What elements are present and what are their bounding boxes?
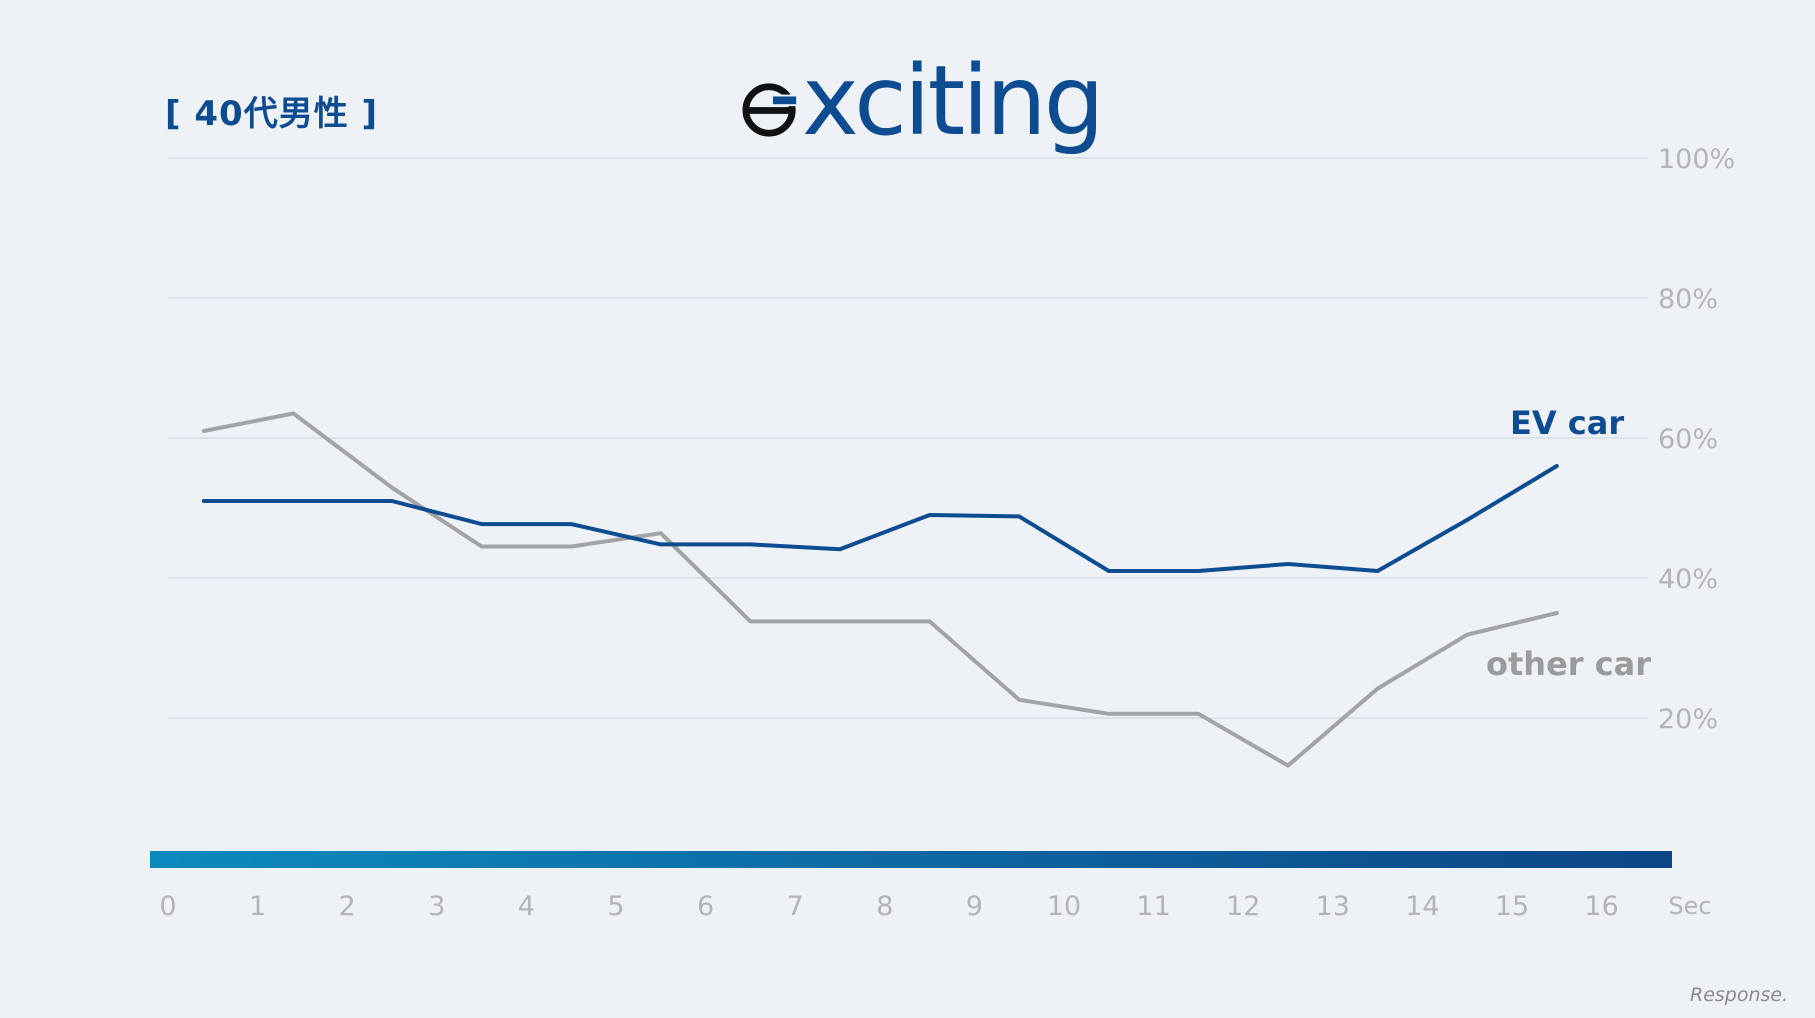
series-lines xyxy=(201,411,1559,768)
time-progress-bar xyxy=(150,851,1672,868)
x-tick-label: 9 xyxy=(966,891,983,922)
x-tick-label: 3 xyxy=(428,891,445,922)
e-mark-logo-icon xyxy=(742,83,799,137)
y-axis-tick-labels: 20% 40% 60% 80% 100% xyxy=(1658,144,1735,735)
x-tick-label: 0 xyxy=(159,891,176,922)
x-tick-label: 5 xyxy=(607,891,624,922)
series-label-other-car: other car xyxy=(1486,645,1652,683)
series-line-ev-car xyxy=(201,464,1559,573)
x-axis-unit-label: Sec xyxy=(1668,892,1711,920)
y-tick-label: 20% xyxy=(1658,704,1718,735)
x-tick-label: 11 xyxy=(1136,891,1170,922)
exciting-logo: xciting xyxy=(742,45,1105,157)
x-tick-label: 12 xyxy=(1226,891,1260,922)
y-tick-label: 40% xyxy=(1658,564,1718,595)
series-line-other-car xyxy=(201,411,1559,768)
x-tick-label: 15 xyxy=(1495,891,1529,922)
respondent-group-label: [ 40代男性 ] xyxy=(165,94,379,134)
x-tick-label: 10 xyxy=(1047,891,1081,922)
x-tick-label: 14 xyxy=(1405,891,1439,922)
gridlines xyxy=(168,157,1648,719)
x-axis-tick-labels: 0 1 2 3 4 5 6 7 8 9 10 11 12 13 14 15 16 Sec xyxy=(159,891,1711,922)
y-tick-label: 80% xyxy=(1658,284,1718,315)
x-tick-label: 4 xyxy=(518,891,535,922)
y-tick-label: 60% xyxy=(1658,424,1718,455)
x-tick-label: 16 xyxy=(1584,891,1618,922)
y-tick-label: 100% xyxy=(1658,144,1735,175)
response-watermark: Response. xyxy=(1690,984,1789,1006)
series-label-ev-car: EV car xyxy=(1510,404,1625,442)
x-tick-label: 13 xyxy=(1316,891,1350,922)
x-tick-label: 8 xyxy=(876,891,893,922)
x-tick-label: 6 xyxy=(697,891,714,922)
logo-wordmark: xciting xyxy=(802,45,1105,157)
x-tick-label: 2 xyxy=(339,891,356,922)
x-tick-label: 1 xyxy=(249,891,266,922)
x-tick-label: 7 xyxy=(787,891,804,922)
